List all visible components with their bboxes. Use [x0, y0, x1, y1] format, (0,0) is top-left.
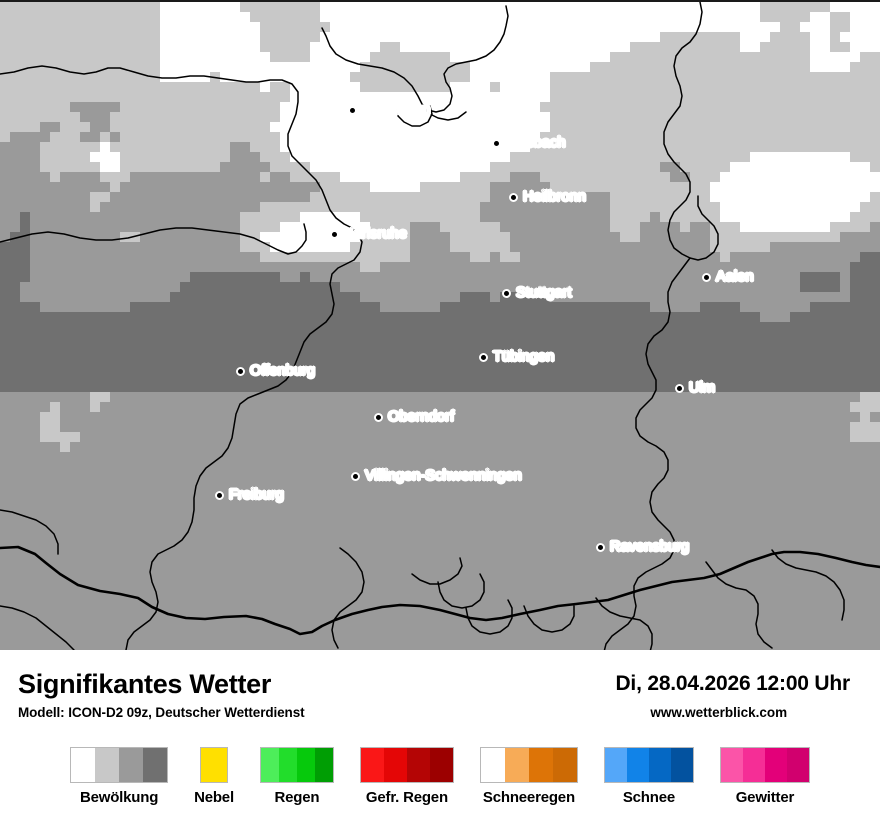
legend-item-snow-swatch: Schnee	[603, 747, 694, 806]
legend-swatch-segment	[670, 748, 693, 782]
city-marker[interactable]: Freiburg	[215, 487, 284, 503]
city-marker[interactable]: Oberndorf	[374, 409, 454, 425]
legend-swatch-segment	[604, 748, 627, 782]
legend-item-cloudcover-swatch: Bewölkung	[70, 747, 169, 806]
city-marker[interactable]: Stuttgart	[502, 285, 572, 301]
city-label: Karlsruhe	[344, 226, 407, 242]
city-label: Oberndorf	[388, 409, 455, 425]
legend-swatch-segment	[786, 748, 809, 782]
website-credit: www.wetterblick.com	[650, 705, 788, 720]
legend-label: Gewitter	[735, 789, 795, 806]
cloud-cover-raster	[0, 2, 880, 650]
legend-swatch-segment	[648, 748, 671, 782]
legend-swatch-segment	[200, 748, 227, 782]
city-dot-icon	[492, 138, 501, 148]
city-marker[interactable]: Ravensburg	[596, 539, 689, 555]
fog-swatch	[199, 747, 228, 783]
freezing-rain-swatch	[359, 747, 454, 783]
city-dot-icon	[502, 288, 511, 298]
snow-swatch	[603, 747, 694, 783]
city-marker[interactable]: Mosbach	[492, 135, 566, 151]
legend-swatch-segment	[720, 748, 743, 782]
legend-item-fog-swatch: Nebel	[194, 747, 234, 806]
city-dot-icon	[215, 490, 224, 500]
model-subtitle: Modell: ICON-D2 09z, Deutscher Wetterdie…	[18, 705, 305, 721]
city-marker[interactable]: Aalen	[702, 269, 754, 285]
city-dot-icon	[348, 105, 357, 115]
city-marker[interactable]: Offenburg	[236, 363, 315, 379]
legend-item-rain-swatch: Regen	[259, 747, 334, 806]
city-marker[interactable]: Villingen-Schwenningen	[351, 468, 522, 484]
city-label: Tübingen	[493, 349, 555, 365]
country-and-state-borders	[0, 2, 880, 650]
legend-swatch-segment	[143, 748, 168, 782]
date-block: Di, 28.04.2026 12:00 Uhr www.wetterblick…	[615, 672, 850, 720]
cloudcover-swatch	[70, 747, 169, 783]
legend-swatch-segment	[626, 748, 649, 782]
legend-swatch-segment	[95, 748, 120, 782]
city-label: Villingen-Schwenningen	[365, 468, 522, 484]
city-dot-icon	[702, 272, 711, 282]
city-label: Offenburg	[250, 363, 316, 379]
legend-swatch-segment	[552, 748, 577, 782]
city-marker[interactable]: Mannheim	[348, 102, 431, 118]
legend-swatch-segment	[383, 748, 407, 782]
legend-swatch-segment	[71, 748, 96, 782]
city-dot-icon	[509, 192, 518, 202]
legend-swatch-segment	[481, 748, 505, 782]
city-label: Heilbronn	[523, 189, 586, 205]
footer-panel: Signifikantes Wetter Modell: ICON-D2 09z…	[0, 650, 880, 830]
legend-label: Gefr. Regen	[365, 789, 448, 806]
city-label: Ravensburg	[610, 539, 690, 555]
sleet-swatch	[479, 747, 578, 783]
city-label: Aalen	[716, 269, 754, 285]
legend-item-thunderstorm-swatch: Gewitter	[719, 747, 810, 806]
legend-swatch-segment	[260, 748, 279, 782]
city-dot-icon	[351, 471, 360, 481]
city-label: Stuttgart	[516, 285, 572, 301]
city-dot-icon	[675, 383, 684, 393]
city-marker[interactable]: Karlsruhe	[330, 226, 407, 242]
legend-swatch-segment	[406, 748, 430, 782]
city-label: Mosbach	[506, 135, 566, 151]
city-dot-icon	[596, 542, 605, 552]
city-marker[interactable]: Heilbronn	[509, 189, 586, 205]
legend-item-freezing-rain-swatch: Gefr. Regen	[359, 747, 454, 806]
city-marker[interactable]: Tübingen	[479, 349, 554, 365]
weather-map[interactable]: Mannheim Mosbach Heilbronn Karlsruhe Aalen St…	[0, 0, 880, 650]
rain-swatch	[259, 747, 334, 783]
legend-label: Regen	[274, 789, 320, 806]
legend-swatch-segment	[429, 748, 453, 782]
legend-swatch-segment	[119, 748, 144, 782]
legend-swatch-segment	[742, 748, 765, 782]
city-dot-icon	[479, 352, 488, 362]
legend-swatch-segment	[528, 748, 553, 782]
city-labels-layer: Mannheim Mosbach Heilbronn Karlsruhe Aalen St…	[0, 2, 880, 650]
legend-swatch-segment	[314, 748, 333, 782]
city-label: Freiburg	[229, 487, 284, 503]
city-label: Mannheim	[362, 102, 431, 118]
legend-label: Schneeregen	[482, 789, 575, 806]
legend-swatch-segment	[764, 748, 787, 782]
thunderstorm-swatch	[719, 747, 810, 783]
weather-legend: Bewölkung Nebel Regen Gefr. Regen Schneerege…	[0, 747, 880, 806]
city-label: Ulm	[689, 380, 716, 396]
city-marker[interactable]: Ulm	[675, 380, 715, 396]
legend-swatch-segment	[278, 748, 297, 782]
legend-label: Schnee	[622, 789, 675, 806]
legend-swatch-segment	[296, 748, 315, 782]
legend-swatch-segment	[504, 748, 529, 782]
legend-item-sleet-swatch: Schneeregen	[479, 747, 578, 806]
legend-label: Nebel	[194, 789, 234, 806]
legend-swatch-segment	[360, 748, 384, 782]
city-dot-icon	[330, 229, 339, 239]
page-title: Signifikantes Wetter	[18, 669, 272, 699]
forecast-timestamp: Di, 28.04.2026 12:00 Uhr	[615, 672, 850, 695]
title-block: Signifikantes Wetter Modell: ICON-D2 09z…	[18, 669, 305, 721]
city-dot-icon	[374, 412, 383, 422]
legend-label: Bewölkung	[79, 789, 159, 806]
city-dot-icon	[236, 366, 245, 376]
